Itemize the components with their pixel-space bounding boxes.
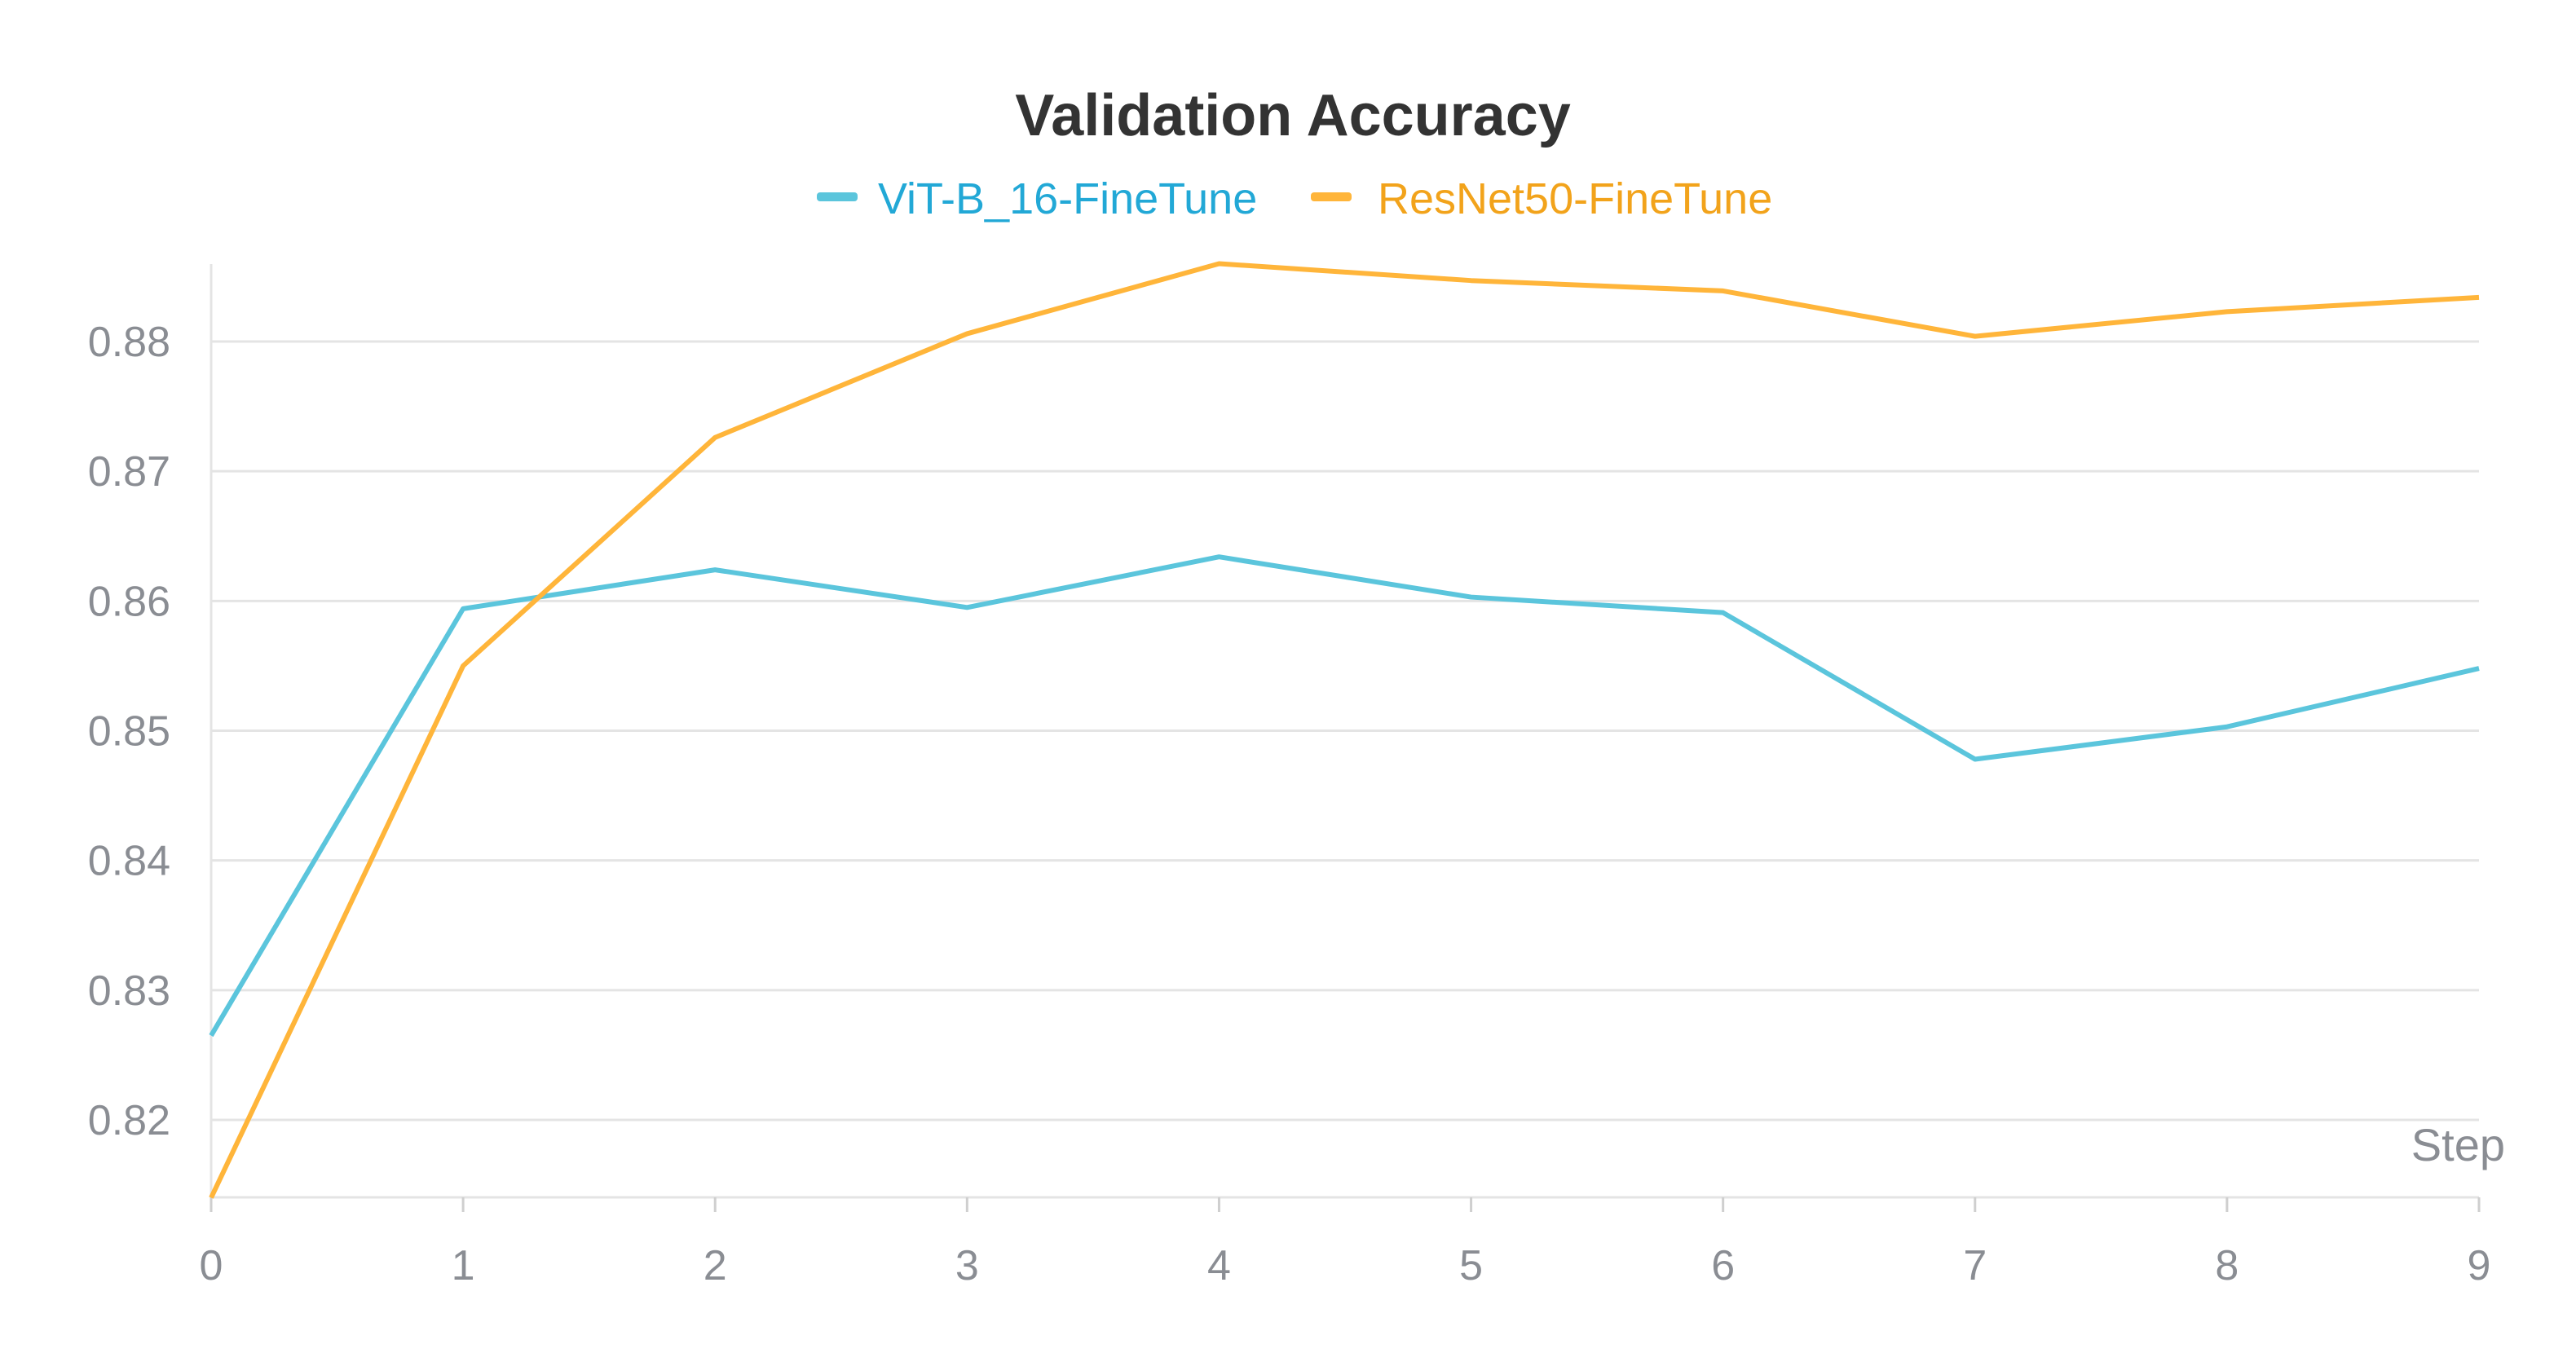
y-tick-label: 0.83 <box>88 967 170 1015</box>
x-tick-label: 8 <box>2215 1242 2239 1289</box>
axes: 0.82 0.83 0.84 0.85 0.86 0.87 0.88 0 1 2 3 4 5 6 7 8 9 <box>88 264 2491 1289</box>
x-tick-label: 5 <box>1459 1242 1483 1289</box>
y-tick-label: 0.88 <box>88 319 170 366</box>
x-tick-label: 3 <box>955 1242 979 1289</box>
series-line-0 <box>209 554 2480 1038</box>
x-axis-label: Step <box>2411 1119 2505 1170</box>
legend-swatch-1 <box>1311 192 1352 201</box>
legend-label-0: ViT-B_16-FineTune <box>878 174 1257 223</box>
chart-title: Validation Accuracy <box>1015 83 1571 148</box>
x-tick-label: 2 <box>704 1242 727 1289</box>
y-tick-label: 0.82 <box>88 1097 170 1144</box>
y-tick-label: 0.87 <box>88 448 170 496</box>
y-tick-label: 0.85 <box>88 708 170 756</box>
x-tick-label: 1 <box>452 1242 475 1289</box>
y-tick-label: 0.86 <box>88 578 170 625</box>
x-tick-label: 6 <box>1711 1242 1735 1289</box>
x-tick-label: 7 <box>1963 1242 1987 1289</box>
series-line-1 <box>209 261 2480 1199</box>
legend-swatch-0 <box>817 192 858 201</box>
x-tick-label: 0 <box>200 1242 223 1289</box>
x-tick-label: 9 <box>2468 1242 2491 1289</box>
legend: ViT-B_16-FineTune ResNet50-FineTune <box>817 174 1772 223</box>
series-lines <box>209 261 2480 1199</box>
gridlines <box>211 340 2479 1122</box>
x-tick-label: 4 <box>1207 1242 1231 1289</box>
legend-label-1: ResNet50-FineTune <box>1378 174 1772 223</box>
y-tick-label: 0.84 <box>88 838 170 885</box>
